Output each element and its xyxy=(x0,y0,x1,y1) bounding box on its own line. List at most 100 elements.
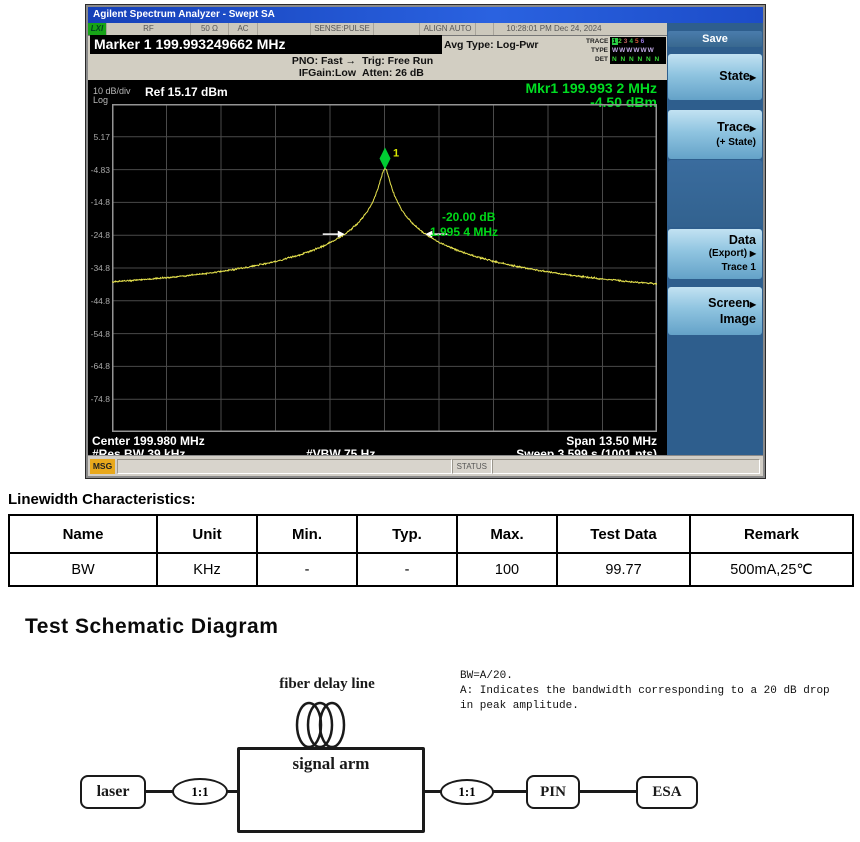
col-header-typ: Typ. xyxy=(356,514,458,554)
cell-testdata: 99.77 xyxy=(556,552,691,587)
y-tick-label: -24.8 xyxy=(90,230,110,241)
note-explanation-2: in peak amplitude. xyxy=(460,700,579,712)
band-width-annotation: 1.995 4 MHz xyxy=(430,225,499,239)
marker1-frequency: Mkr1 199.993 2 MHz xyxy=(525,80,657,96)
softkey-trace1-sublabel: Trace 1 xyxy=(721,262,756,273)
softkey-state-label: State xyxy=(719,69,750,83)
y-tick-label: 5.17 xyxy=(93,131,110,142)
softkey-menu-title: Save xyxy=(668,31,762,47)
connector-coupler1-signalarm xyxy=(226,790,239,793)
coupler2-label: 1:1 xyxy=(458,784,476,799)
connector-signalarm-coupler2 xyxy=(423,790,442,793)
laser-label: laser xyxy=(96,783,130,800)
trace-label: TRACE xyxy=(586,38,609,45)
submenu-arrow-icon: ▶ xyxy=(749,300,756,309)
softkey-state-button[interactable]: State▶ xyxy=(668,54,762,100)
analyzer-display: 10 dB/div Log Ref 15.17 dBm Mkr1 199.993… xyxy=(88,80,669,461)
coupler1-label: 1:1 xyxy=(191,783,209,799)
y-tick-label: -54.8 xyxy=(90,328,110,339)
trace-digits: 123456 xyxy=(610,37,666,46)
softkey-trace-sublabel: (+ State) xyxy=(716,136,756,148)
status-sense: SENSE:PULSE xyxy=(311,23,374,35)
col-header-remark: Remark xyxy=(689,514,854,554)
note-explanation-1: A: Indicates the bandwidth corresponding… xyxy=(460,685,830,697)
det-values: N N N N N N xyxy=(610,55,666,64)
y-tick-label: -4.83 xyxy=(90,164,110,175)
y-tick-label: -14.8 xyxy=(90,197,110,208)
linewidth-table: Name Unit Min. Typ. Max. Test Data Remar… xyxy=(8,514,854,587)
measurement-header: Marker 1 199.993249662 MHz PNO: Fast → I… xyxy=(88,35,669,80)
note-formula: BW=A/20. xyxy=(460,670,513,682)
window-title: Agilent Spectrum Analyzer - Swept SA xyxy=(93,9,275,20)
y-tick-label: -74.8 xyxy=(90,394,110,405)
schematic-note: BW=A/20. A: Indicates the bandwidth corr… xyxy=(460,669,840,714)
softkey-data-export-button[interactable]: Data (Export) ▶ Trace 1 xyxy=(668,229,762,279)
submenu-arrow-icon: ▶ xyxy=(749,73,756,82)
esa-label: ESA xyxy=(652,784,682,800)
log-scale-label: Log xyxy=(93,95,109,105)
ifgain-label: IFGain:Low xyxy=(298,67,356,79)
scale-per-div-label: 10 dB/div xyxy=(93,86,131,96)
status-rf: RF xyxy=(107,23,191,35)
spectrum-trace-svg: 1 xyxy=(112,104,658,432)
softkey-empty-slot[interactable] xyxy=(668,160,762,227)
status-datetime: 10:28:01 PM Dec 24, 2024 xyxy=(506,24,602,33)
spectrum-analyzer-window: Agilent Spectrum Analyzer - Swept SA LXI… xyxy=(86,5,765,478)
svg-text:1: 1 xyxy=(393,148,399,160)
lxi-badge: LXI xyxy=(88,23,107,35)
status-spacer-1 xyxy=(258,23,311,35)
type-label: TYPE xyxy=(591,47,608,54)
cell-unit: KHz xyxy=(156,552,258,587)
softkey-trace-button[interactable]: Trace▶ (+ State) xyxy=(668,110,762,159)
softkey-export-sublabel: (Export) xyxy=(708,248,748,259)
fiber-coil-icon xyxy=(295,701,346,749)
status-spacer-2 xyxy=(374,23,420,35)
softkey-screen-image-button[interactable]: Screen▶ Image xyxy=(668,287,762,335)
cell-min: - xyxy=(256,552,358,587)
det-row: DET N N N N N N xyxy=(586,55,666,64)
status-indicator: STATUS xyxy=(451,458,492,474)
trace-status-block: TRACE 123456 TYPE WWWWWW DET N N N N N N xyxy=(586,37,666,64)
signal-arm-label: signal arm xyxy=(292,754,370,773)
cell-remark: 500mA,25℃ xyxy=(689,552,854,587)
col-header-min: Min. xyxy=(256,514,358,554)
ref-level-label: Ref 15.17 dBm xyxy=(145,85,228,99)
atten-label: Atten: 26 dB xyxy=(362,67,424,79)
msg-indicator[interactable]: MSG xyxy=(90,458,115,474)
laser-box: laser xyxy=(80,775,146,809)
status-align: ALIGN AUTO xyxy=(420,23,476,35)
y-tick-label: -64.8 xyxy=(90,361,110,372)
band-power-db-annotation: -20.00 dB xyxy=(442,210,496,224)
det-label: DET xyxy=(595,56,608,63)
softkey-screen-label: Screen xyxy=(708,296,750,310)
trig-label: Trig: Free Run xyxy=(362,55,434,67)
avg-type-label: Avg Type: Log-Pwr xyxy=(444,39,539,51)
window-titlebar[interactable]: Agilent Spectrum Analyzer - Swept SA xyxy=(88,7,763,23)
type-row: TYPE WWWWWW xyxy=(586,46,666,55)
table-header-row: Name Unit Min. Typ. Max. Test Data Remar… xyxy=(8,514,854,554)
spectrum-plot: 1 -20.00 dB 1.995 4 MHz xyxy=(112,104,658,432)
connector-coupler2-pin xyxy=(492,790,526,793)
y-tick-label: -34.8 xyxy=(90,263,110,273)
table-row: BW KHz - - 100 99.77 500mA,25℃ xyxy=(8,552,854,587)
softkey-menu: Save State▶ Trace▶ (+ State) Data (Expor… xyxy=(667,23,763,457)
y-tick-label: -44.8 xyxy=(90,295,110,306)
linewidth-section-title: Linewidth Characteristics: xyxy=(8,491,196,508)
pin-label: PIN xyxy=(540,783,566,800)
pno-block: PNO: Fast → IFGain:Low xyxy=(248,55,356,79)
softkey-image-label: Image xyxy=(719,312,756,326)
fiber-delay-line-label: fiber delay line xyxy=(279,676,375,692)
marker-readout-bar: Marker 1 199.993249662 MHz xyxy=(90,35,442,54)
cell-name: BW xyxy=(8,552,158,587)
col-header-max: Max. xyxy=(456,514,558,554)
softkey-trace-label: Trace xyxy=(717,119,750,134)
esa-box: ESA xyxy=(636,776,698,809)
submenu-arrow-icon: ▶ xyxy=(749,249,756,258)
col-header-name: Name xyxy=(8,514,158,554)
connector-laser-coupler1 xyxy=(146,790,174,793)
trigger-block: Trig: Free Run Atten: 26 dB xyxy=(362,55,433,79)
pno-label: PNO: Fast → xyxy=(291,55,356,67)
softkey-data-label: Data xyxy=(728,233,756,247)
center-freq-label: Center 199.980 MHz xyxy=(92,434,205,448)
trace-row: TRACE 123456 xyxy=(586,37,666,46)
